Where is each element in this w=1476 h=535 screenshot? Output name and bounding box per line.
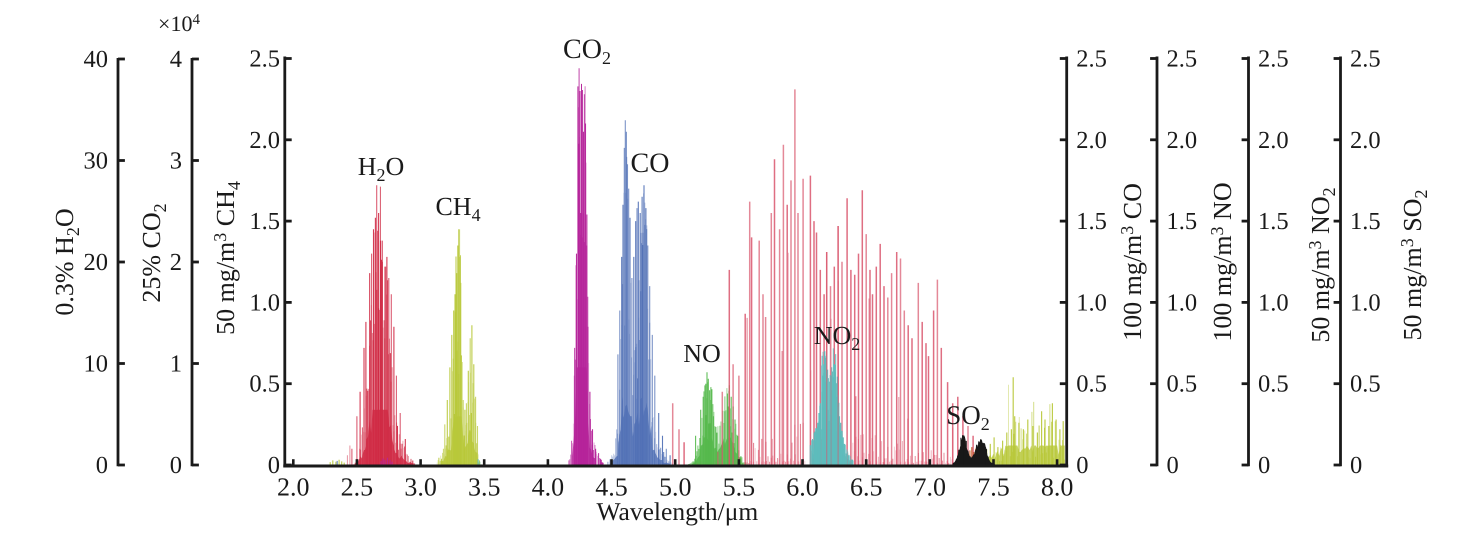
svg-text:2.0: 2.0: [1350, 127, 1381, 154]
svg-text:2.0: 2.0: [1167, 127, 1198, 154]
svg-text:1.0: 1.0: [249, 289, 280, 316]
svg-text:0: 0: [1167, 452, 1179, 479]
svg-text:1.5: 1.5: [1350, 208, 1381, 235]
svg-text:Wavelength/μm: Wavelength/μm: [597, 497, 759, 526]
svg-text:40: 40: [84, 46, 109, 73]
svg-text:SO2: SO2: [946, 400, 990, 434]
svg-text:0: 0: [268, 452, 280, 479]
svg-text:2.0: 2.0: [1258, 127, 1289, 154]
svg-text:2.5: 2.5: [1167, 46, 1198, 73]
svg-text:1.0: 1.0: [1167, 289, 1198, 316]
svg-text:100 mg/m3​ CO: 100 mg/m3​ CO: [1117, 183, 1147, 341]
svg-text:4.5: 4.5: [595, 473, 628, 502]
svg-text:3.5: 3.5: [468, 473, 501, 502]
svg-text:2.5: 2.5: [1350, 46, 1381, 73]
svg-text:0.5: 0.5: [1167, 371, 1198, 398]
svg-text:8.0: 8.0: [1041, 473, 1074, 502]
svg-text:1.5: 1.5: [1167, 208, 1198, 235]
svg-text:5.5: 5.5: [723, 473, 756, 502]
svg-text:0: 0: [1350, 452, 1362, 479]
svg-text:4: 4: [170, 46, 182, 73]
svg-text:100 mg/m3​ NO: 100 mg/m3​ NO: [1207, 182, 1237, 341]
svg-text:1: 1: [170, 351, 182, 378]
svg-text:2.0: 2.0: [277, 473, 310, 502]
svg-text:30: 30: [84, 148, 109, 175]
svg-text:2.0: 2.0: [249, 127, 280, 154]
svg-text:2.5: 2.5: [1076, 46, 1107, 73]
svg-text:25% CO2​: 25% CO2​: [137, 203, 170, 302]
svg-text:7.0: 7.0: [914, 473, 947, 502]
svg-text:1.0: 1.0: [1350, 289, 1381, 316]
svg-text:1.0: 1.0: [1076, 289, 1107, 316]
svg-text:6.0: 6.0: [786, 473, 819, 502]
svg-text:0: 0: [96, 452, 108, 479]
svg-text:1.5: 1.5: [1258, 208, 1289, 235]
svg-text:1.5: 1.5: [1076, 208, 1107, 235]
svg-text:0: 0: [1076, 452, 1088, 479]
svg-text:0.3% H2​O: 0.3% H2​O: [50, 208, 83, 315]
svg-text:0.5: 0.5: [1258, 371, 1289, 398]
svg-text:1.0: 1.0: [1258, 289, 1289, 316]
svg-text:20: 20: [84, 249, 109, 276]
svg-text:0.5: 0.5: [1350, 371, 1381, 398]
svg-text:0.5: 0.5: [249, 371, 280, 398]
svg-text:2: 2: [170, 249, 182, 276]
svg-text:2.5: 2.5: [341, 473, 374, 502]
svg-text:4.0: 4.0: [532, 473, 565, 502]
svg-text:1.5: 1.5: [249, 208, 280, 235]
svg-text:CO: CO: [631, 148, 670, 179]
svg-text:2.0: 2.0: [1076, 127, 1107, 154]
svg-text:5.0: 5.0: [659, 473, 692, 502]
svg-text:2.5: 2.5: [249, 46, 280, 73]
svg-text:6.5: 6.5: [850, 473, 883, 502]
svg-text:50 mg/m3​ SO2​: 50 mg/m3​ SO2​: [1397, 190, 1431, 341]
svg-text:3: 3: [170, 148, 182, 175]
svg-text:0: 0: [1258, 452, 1270, 479]
svg-text:10: 10: [84, 351, 109, 378]
svg-text:7.5: 7.5: [977, 473, 1010, 502]
svg-text:NO: NO: [683, 339, 721, 368]
svg-text:0: 0: [170, 452, 182, 479]
svg-text:50 mg/m3​ NO2​: 50 mg/m3​ NO2​: [1305, 187, 1339, 342]
svg-text:50 mg/m3​ CH4​: 50 mg/m3​ CH4​: [210, 181, 244, 335]
svg-text:3.0: 3.0: [404, 473, 437, 502]
svg-text:2.5: 2.5: [1258, 46, 1289, 73]
svg-text:0.5: 0.5: [1076, 371, 1107, 398]
